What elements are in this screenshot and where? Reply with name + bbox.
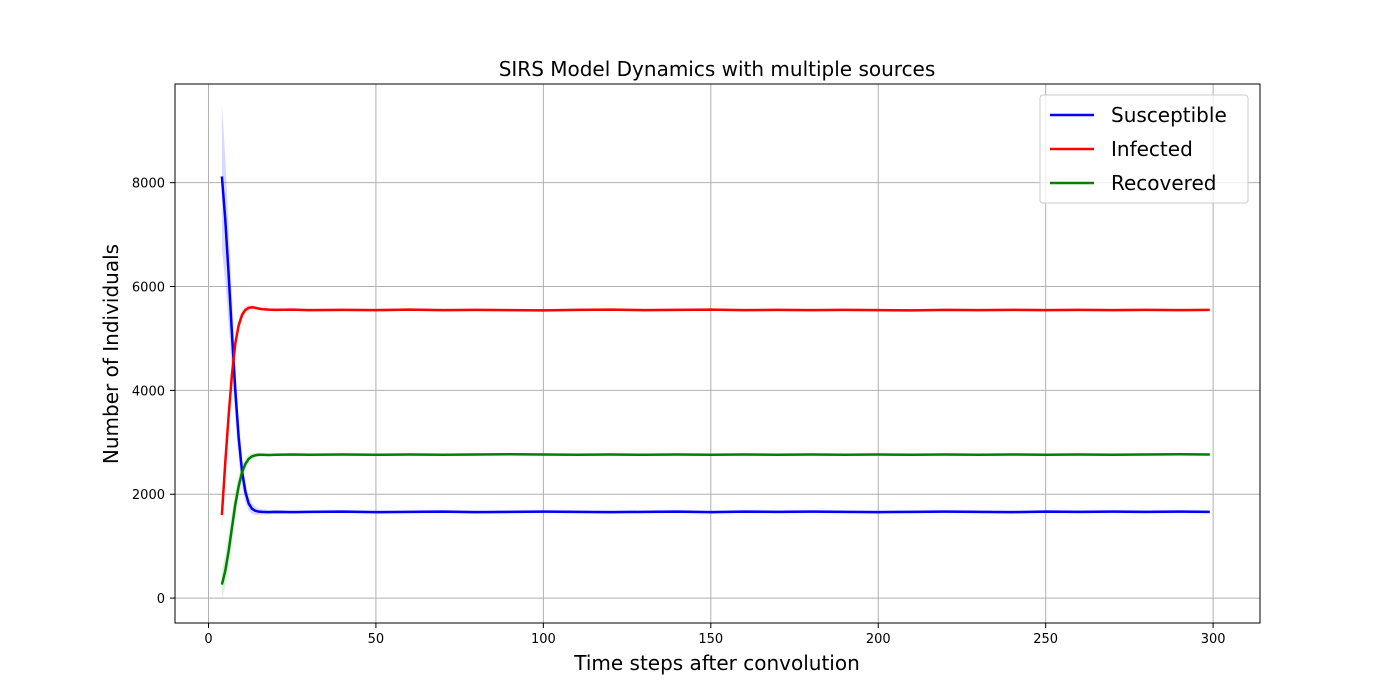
y-tick-label: 0 — [157, 592, 165, 607]
legend-box — [1039, 94, 1249, 204]
y-tick-label: 4000 — [132, 384, 165, 399]
infected-line — [220, 306, 1210, 516]
susceptible-line — [220, 176, 1210, 514]
chart-title: SIRS Model Dynamics with multiple source… — [499, 57, 936, 81]
x-axis-ticks: 0 50 100 150 200 250 300 — [204, 623, 1226, 647]
legend: Susceptible Infected Recovered — [1039, 94, 1249, 204]
x-tick-label: 250 — [1033, 632, 1058, 647]
x-axis-label: Time steps after convolution — [573, 651, 860, 675]
infected-legend-label: Infected — [1111, 137, 1193, 161]
recovered-line — [220, 452, 1210, 585]
y-tick-label: 6000 — [132, 281, 165, 296]
plot-frame — [174, 83, 1261, 624]
y-axis-ticks: 0 2000 4000 6000 8000 — [132, 177, 175, 607]
x-tick-label: 150 — [698, 632, 723, 647]
y-tick-label: 2000 — [132, 488, 165, 503]
recovered-band — [221, 452, 1210, 600]
x-tick-label: 300 — [1201, 632, 1226, 647]
x-tick-label: 100 — [531, 632, 556, 647]
x-tick-label: 0 — [204, 632, 212, 647]
y-axis-label: Number of Individuals — [99, 244, 123, 464]
x-tick-label: 200 — [866, 632, 891, 647]
y-tick-label: 8000 — [132, 177, 165, 192]
susceptible-legend-label: Susceptible — [1111, 103, 1227, 127]
recovered-legend-label: Recovered — [1111, 171, 1216, 195]
x-tick-label: 50 — [368, 632, 385, 647]
series-lines — [220, 176, 1210, 585]
infected-band — [221, 305, 1210, 531]
